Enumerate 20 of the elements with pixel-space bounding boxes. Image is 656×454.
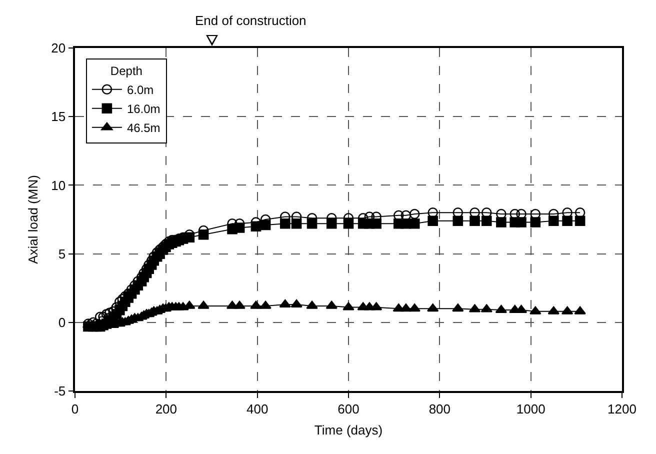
y-tick-label: 0 (58, 314, 66, 330)
legend-label: 16.0m (126, 102, 160, 116)
x-tick-label: 1000 (516, 401, 546, 416)
legend-title: Depth (110, 64, 142, 78)
x-tick-label: 1200 (608, 401, 636, 416)
y-tick-label: 5 (58, 246, 66, 262)
y-tick-label: 20 (51, 40, 66, 56)
legend-label: 6.0m (126, 83, 154, 98)
y-tick-label: 15 (51, 109, 66, 124)
legend-label: 46.5m (126, 121, 160, 136)
x-tick-label: 800 (428, 401, 451, 416)
text: End of construction (195, 13, 306, 28)
x-tick-label: 0 (71, 401, 79, 416)
y-tick-label: 10 (51, 178, 66, 193)
x-axis-title: Time (days) (314, 422, 383, 438)
x-tick-label: 400 (246, 401, 268, 416)
y-axis-title: Axial load (MN) (26, 175, 41, 264)
x-tick-label: 200 (155, 401, 178, 416)
x-tick-label: 600 (338, 401, 360, 416)
y-tick-label: -5 (54, 384, 66, 399)
